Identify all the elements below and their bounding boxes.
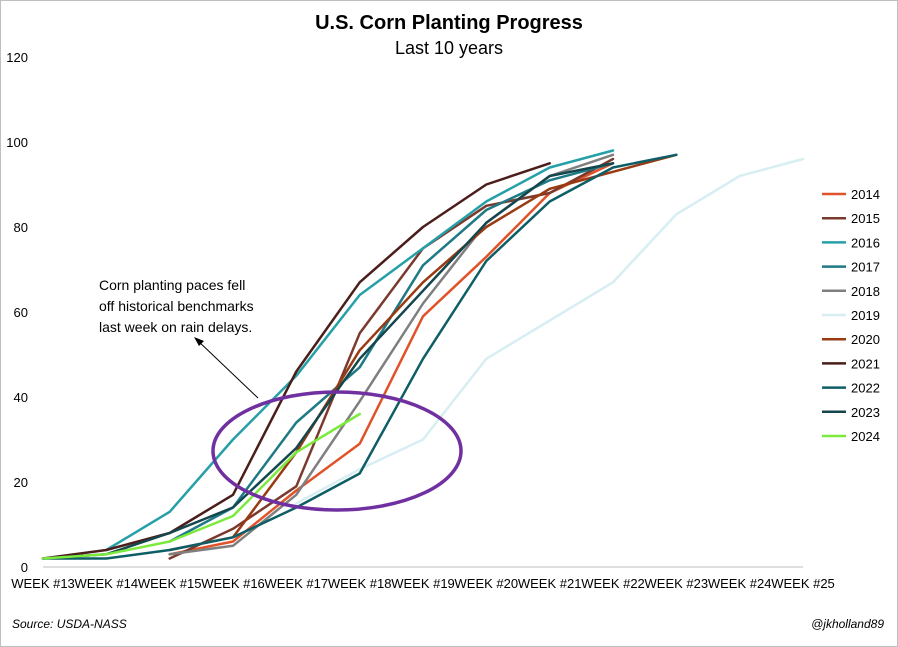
series-line-2021 <box>41 162 551 560</box>
annotation-line-2: off historical benchmarks <box>99 298 254 314</box>
legend-label-2017: 2017 <box>851 260 880 275</box>
x-tick-label: WEEK #16 <box>201 576 265 591</box>
x-tick-label: WEEK #14 <box>75 576 139 591</box>
annotation-line-1: Corn planting paces fell <box>99 277 245 293</box>
x-tick-label: WEEK #15 <box>138 576 202 591</box>
legend-label-2024: 2024 <box>851 429 880 444</box>
series-line-2014 <box>168 162 615 556</box>
y-axis: 0 20 40 60 80 100 120 <box>6 50 28 575</box>
legend-label-2014: 2014 <box>851 187 880 202</box>
series-line-2015 <box>168 157 615 560</box>
x-tick-label: WEEK #25 <box>771 576 835 591</box>
x-tick-label: WEEK #18 <box>328 576 392 591</box>
x-tick-label: WEEK #13 <box>11 576 75 591</box>
legend-label-2016: 2016 <box>851 235 880 250</box>
x-tick-label: WEEK #24 <box>708 576 772 591</box>
x-axis: WEEK #13 WEEK #14 WEEK #15 WEEK #16 WEEK #17… <box>11 576 835 591</box>
legend-label-2022: 2022 <box>851 381 880 396</box>
legend-label-2021: 2021 <box>851 356 880 371</box>
legend-label-2019: 2019 <box>851 308 880 323</box>
source-note: Source: USDA-NASS <box>12 617 127 631</box>
legend: 2014 2015 2016 2017 2018 2019 2020 2021 2022 2023… <box>822 187 880 444</box>
chart-title: U.S. Corn Planting Progress <box>315 12 583 34</box>
annotation-arrow-line <box>195 338 259 399</box>
y-tick-label: 80 <box>14 220 28 235</box>
highlight-ellipse <box>211 390 463 512</box>
y-tick-label: 20 <box>14 475 28 490</box>
y-tick-label: 0 <box>21 560 28 575</box>
series-line-2018 <box>168 153 615 556</box>
series-line-2019 <box>295 157 805 505</box>
annotation-arrowhead <box>194 337 204 346</box>
chart-subtitle: Last 10 years <box>395 38 503 58</box>
legend-label-2015: 2015 <box>851 211 880 226</box>
x-tick-label: WEEK #22 <box>581 576 645 591</box>
series-line-2023 <box>41 162 615 560</box>
legend-label-2023: 2023 <box>851 405 880 420</box>
x-tick-label: WEEK #19 <box>391 576 455 591</box>
legend-label-2020: 2020 <box>851 332 880 347</box>
y-tick-label: 120 <box>6 50 28 65</box>
legend-label-2018: 2018 <box>851 284 880 299</box>
author-handle: @jkholland89 <box>811 617 884 631</box>
series-group <box>41 149 805 560</box>
y-tick-label: 40 <box>14 390 28 405</box>
series-line-2016 <box>105 149 615 552</box>
x-tick-label: WEEK #23 <box>645 576 709 591</box>
x-tick-label: WEEK #20 <box>455 576 519 591</box>
y-tick-label: 100 <box>6 135 28 150</box>
y-tick-label: 60 <box>14 305 28 320</box>
series-line-2024 <box>41 412 361 560</box>
series-line-2022 <box>41 153 678 560</box>
annotation-line-3: last week on rain delays. <box>99 319 252 335</box>
x-tick-label: WEEK #21 <box>518 576 582 591</box>
x-tick-label: WEEK #17 <box>265 576 329 591</box>
